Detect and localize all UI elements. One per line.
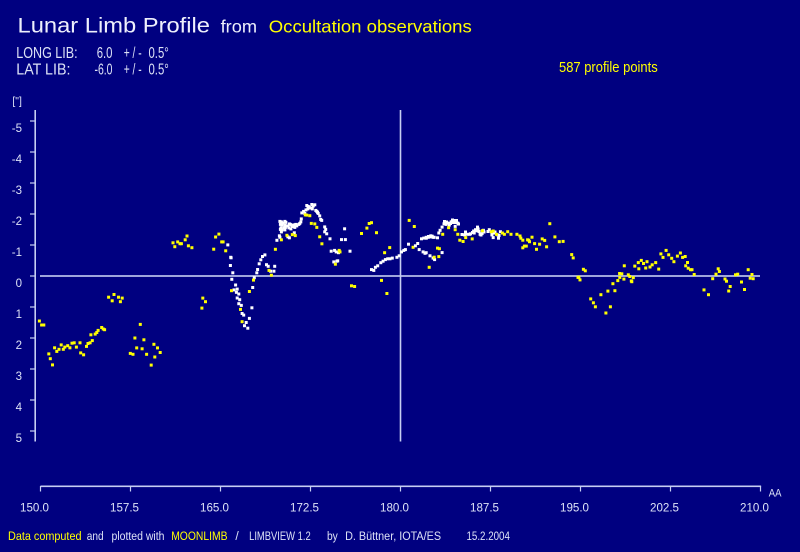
svg-text:165.0: 165.0 [200,501,229,515]
svg-text:195.0: 195.0 [560,501,589,515]
svg-text:4: 4 [16,402,23,414]
svg-text:Data computed: Data computed [8,529,82,543]
svg-text:Lunar Limb Profile: Lunar Limb Profile [18,14,211,38]
svg-text:180.0: 180.0 [380,501,409,515]
svg-text:5: 5 [16,433,22,445]
svg-text:plotted with: plotted with [112,529,165,543]
svg-text:AA: AA [769,488,782,500]
svg-text:0.5°: 0.5° [149,62,169,79]
svg-text:-1: -1 [12,247,22,259]
svg-text:1: 1 [16,309,22,321]
svg-text:172.5: 172.5 [290,501,319,515]
svg-text:3: 3 [16,371,22,383]
svg-text:-3: -3 [12,185,22,197]
svg-text:202.5: 202.5 [650,501,679,515]
svg-text:/: / [235,529,239,543]
svg-text:187.5: 187.5 [470,501,499,515]
svg-text:0.5°: 0.5° [149,45,169,62]
svg-text:-6.0: -6.0 [95,62,113,79]
svg-text:D. Büttner, IOTA/ES: D. Büttner, IOTA/ES [345,529,441,543]
svg-text:6.0: 6.0 [97,45,113,62]
svg-text:LAT LIB:: LAT LIB: [16,62,70,79]
svg-text:0: 0 [16,278,22,290]
svg-text:2: 2 [16,340,22,352]
svg-text:from: from [221,17,257,37]
svg-text:210.0: 210.0 [740,501,769,515]
svg-text:587 profile points: 587 profile points [559,60,658,76]
svg-text:15.2.2004: 15.2.2004 [467,529,511,543]
svg-text:by: by [327,529,339,543]
svg-text:LONG LIB:: LONG LIB: [16,45,77,62]
svg-text:LIMBVIEW 1.2: LIMBVIEW 1.2 [249,529,311,543]
svg-text:-2: -2 [12,216,22,228]
svg-text:-5: -5 [12,123,22,135]
svg-text:150.0: 150.0 [20,501,49,515]
svg-text:157.5: 157.5 [110,501,139,515]
svg-text:+ / -: + / - [124,45,142,62]
svg-text:["]: ["] [12,96,22,108]
svg-text:-4: -4 [12,154,23,166]
svg-text:and: and [87,529,104,543]
svg-text:Occultation observations: Occultation observations [269,17,472,37]
svg-text:MOONLIMB: MOONLIMB [171,529,227,543]
svg-text:+ / -: + / - [124,62,142,79]
